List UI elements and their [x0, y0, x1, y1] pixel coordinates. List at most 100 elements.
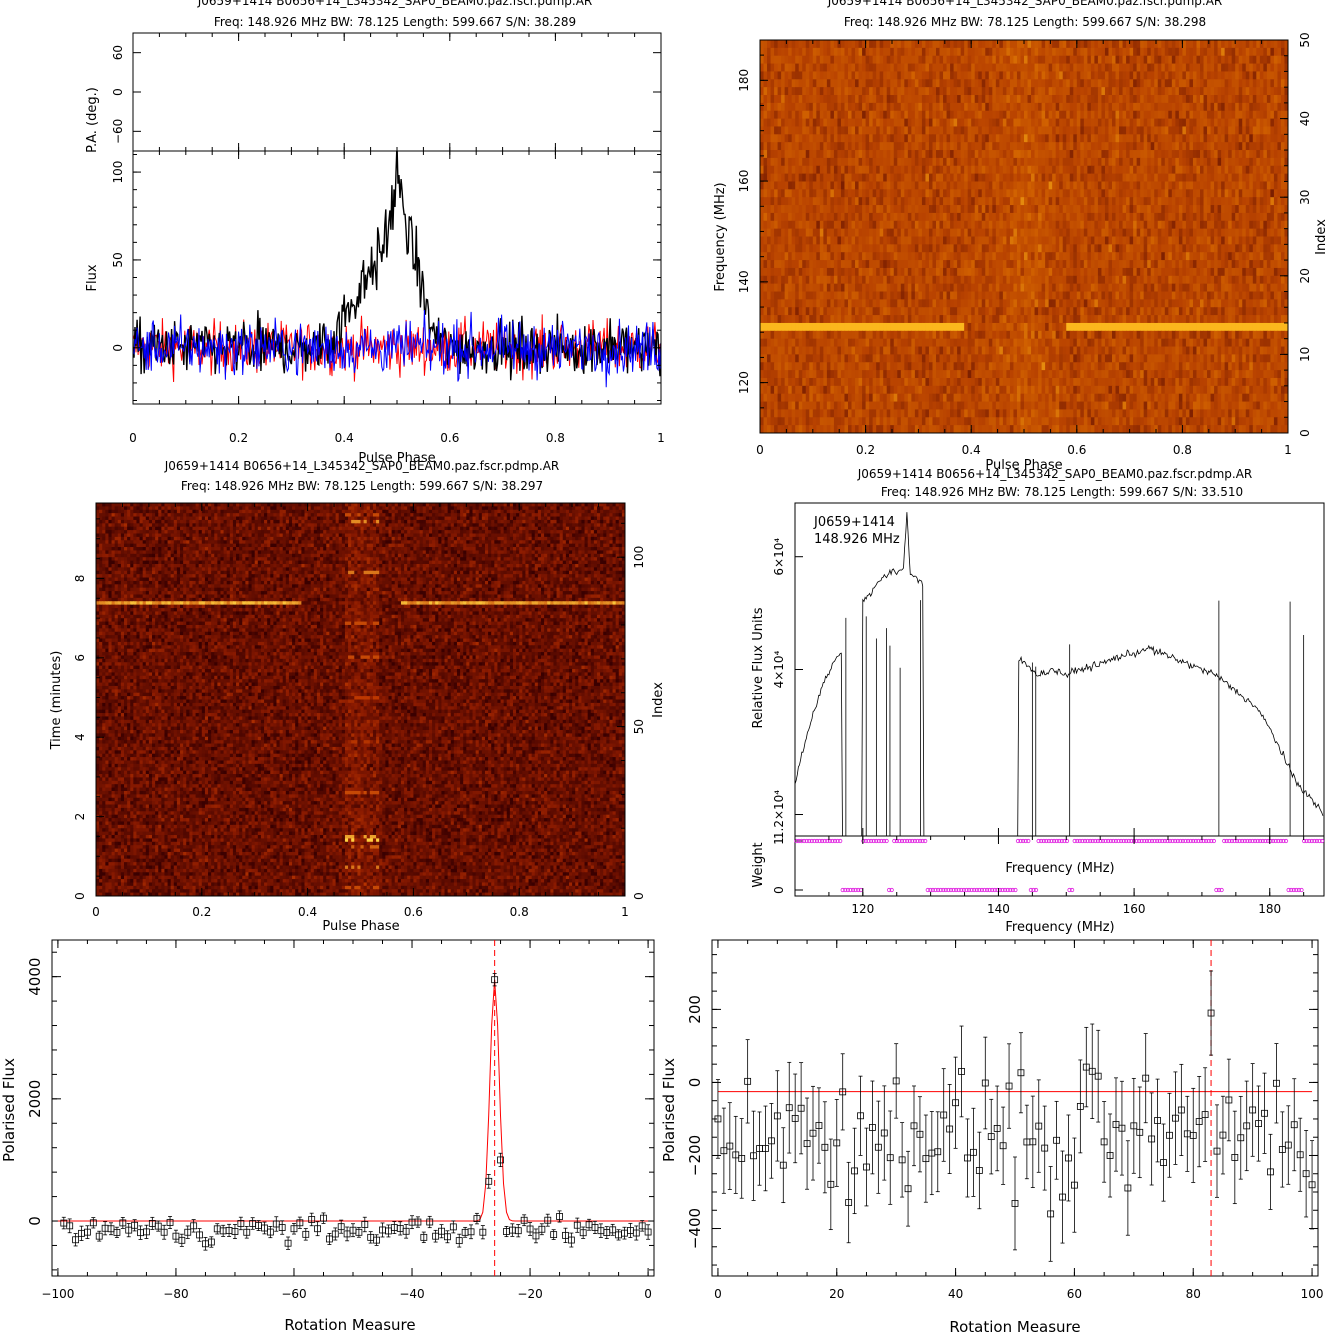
heatmap-cell — [890, 40, 895, 49]
heatmap-cell — [1277, 181, 1282, 190]
heatmap-cell — [957, 102, 962, 112]
heatmap-cell — [1013, 197, 1018, 206]
heatmap-cell — [1171, 220, 1176, 230]
heatmap-cell — [1140, 220, 1145, 230]
heatmap-cell — [840, 165, 846, 175]
heatmap-cell — [939, 267, 944, 277]
heatmap-cell — [890, 110, 895, 120]
heatmap-cell — [1013, 110, 1018, 120]
heatmap-cell — [1009, 134, 1015, 143]
heatmap-cell — [1143, 157, 1148, 167]
heatmap-cell — [1052, 134, 1057, 143]
heatmap-cell — [1150, 134, 1155, 143]
heatmap-cell — [999, 212, 1004, 222]
heatmap-cell — [1182, 110, 1187, 120]
heatmap-cell — [1006, 157, 1011, 167]
heatmap-cell — [1270, 205, 1275, 214]
heatmap-cell — [1027, 87, 1032, 96]
heatmap-cell — [1284, 87, 1288, 96]
heatmap-cell — [953, 47, 958, 57]
heatmap-cell — [1097, 79, 1103, 88]
heatmap-cell — [784, 244, 789, 253]
heatmap-cell — [781, 63, 786, 73]
heatmap-cell — [1263, 157, 1268, 167]
heatmap-cell — [1161, 134, 1166, 143]
heatmap-cell — [812, 157, 817, 167]
heatmap-cell — [936, 47, 941, 57]
heatmap-cell — [1284, 118, 1288, 128]
heatmap-cell — [1214, 275, 1219, 285]
heatmap-cell — [1217, 189, 1222, 198]
heatmap-cell — [883, 244, 888, 253]
heatmap-cell — [876, 165, 881, 175]
heatmap-cell — [1196, 71, 1201, 80]
heatmap-cell — [848, 197, 853, 206]
heatmap-cell — [1168, 260, 1173, 269]
heatmap-cell — [957, 71, 962, 80]
heatmap-cell — [925, 157, 930, 167]
heatmap-cell — [833, 126, 839, 135]
heatmap-cell — [819, 134, 824, 143]
heatmap-cell — [1196, 283, 1201, 293]
heatmap-cell — [1020, 110, 1025, 120]
heatmap-cell — [1214, 95, 1219, 104]
heatmap-cell — [1112, 40, 1117, 49]
heatmap-cell — [1013, 181, 1018, 190]
heatmap-cell — [1164, 212, 1169, 222]
heatmap-cell — [992, 260, 997, 269]
heatmap-cell — [1126, 173, 1131, 183]
heatmap-cell — [932, 267, 937, 277]
heatmap-cell — [1242, 87, 1247, 96]
heatmap-cell — [1126, 40, 1131, 49]
heatmap-cell — [1052, 79, 1057, 88]
heatmap-cell — [770, 110, 775, 120]
heatmap-cell — [869, 228, 874, 238]
heatmap-cell — [858, 71, 863, 80]
heatmap-cell — [886, 63, 891, 73]
heatmap-cell — [1087, 220, 1092, 230]
heatmap-cell — [1069, 126, 1074, 135]
heatmap-cell — [883, 189, 888, 198]
pa-ytick-label: −60 — [111, 119, 125, 144]
heatmap-cell — [967, 95, 972, 104]
heatmap-cell — [981, 165, 986, 175]
heatmap-cell — [1284, 244, 1288, 253]
heatmap-cell — [921, 102, 927, 112]
heatmap-cell — [819, 236, 824, 245]
heatmap-cell — [1217, 95, 1222, 104]
heatmap-cell — [1020, 252, 1025, 261]
heatmap-cell — [760, 71, 765, 80]
heatmap-cell — [1221, 283, 1226, 293]
heatmap-cell — [897, 47, 902, 57]
heatmap-cell — [791, 165, 796, 175]
heatmap-cell — [876, 252, 881, 261]
heatmap-cell — [788, 260, 793, 269]
heatmap-cell — [872, 267, 877, 277]
heatmap-cell — [921, 134, 927, 143]
heatmap-cell — [805, 267, 810, 277]
heatmap-cell — [925, 205, 930, 214]
heatmap-cell — [1027, 102, 1032, 112]
heatmap-cell — [939, 102, 944, 112]
heatmap-cell — [1196, 63, 1201, 73]
heatmap-cell — [781, 173, 786, 183]
heatmap-cell — [1055, 63, 1060, 73]
heatmap-cell — [1087, 55, 1092, 65]
profile-traces — [133, 151, 661, 388]
heatmap-cell — [1129, 212, 1134, 222]
heatmap-cell — [1052, 212, 1057, 222]
heatmap-cell — [1080, 220, 1085, 230]
heatmap-cell — [781, 197, 786, 206]
heatmap-cell — [830, 252, 835, 261]
heatmap-cell — [1062, 173, 1067, 183]
heatmap-cell — [1245, 63, 1250, 73]
heatmap-cell — [936, 87, 941, 96]
heatmap-cell — [1249, 142, 1254, 151]
heatmap-cell — [855, 110, 860, 120]
heatmap-cell — [964, 173, 969, 183]
heatmap-cell — [1073, 236, 1078, 245]
heatmap-cell — [774, 165, 779, 175]
heatmap-cell — [932, 142, 937, 151]
heatmap-cell — [1104, 189, 1110, 198]
